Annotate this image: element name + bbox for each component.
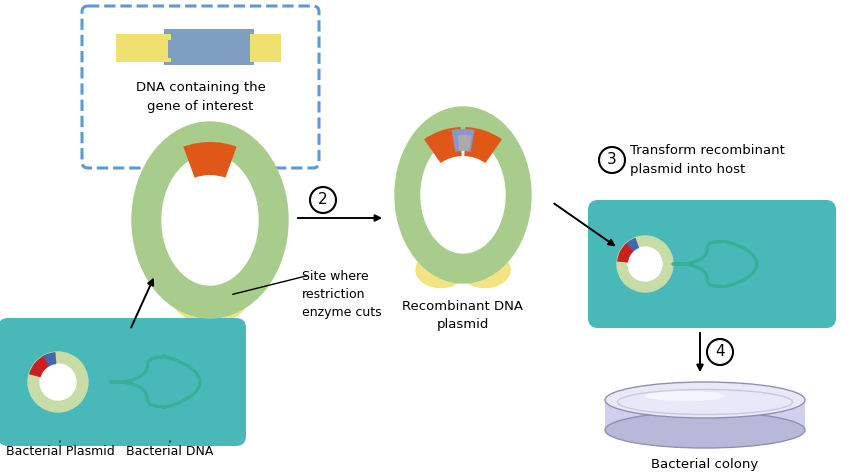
Text: Bacterial colony: Bacterial colony [651, 458, 758, 471]
Text: Recombinant DNA
plasmid: Recombinant DNA plasmid [403, 300, 523, 331]
Ellipse shape [605, 382, 805, 418]
Ellipse shape [162, 155, 258, 285]
Wedge shape [626, 238, 639, 251]
Circle shape [617, 236, 673, 292]
Circle shape [28, 352, 88, 412]
Circle shape [310, 187, 336, 213]
Wedge shape [458, 135, 471, 152]
Ellipse shape [132, 122, 288, 318]
Wedge shape [43, 352, 56, 366]
Bar [605, 400, 805, 430]
Ellipse shape [174, 282, 246, 322]
Ellipse shape [460, 253, 510, 287]
Circle shape [707, 339, 733, 365]
FancyBboxPatch shape [82, 6, 319, 168]
Bar [116, 34, 281, 62]
Wedge shape [617, 243, 634, 263]
Text: Site where
restriction
enzyme cuts: Site where restriction enzyme cuts [302, 270, 381, 319]
Wedge shape [452, 129, 475, 152]
Text: DNA containing the
gene of interest: DNA containing the gene of interest [135, 81, 266, 113]
Text: Bacterial Plasmid: Bacterial Plasmid [6, 445, 114, 458]
Ellipse shape [605, 412, 805, 448]
Text: 2: 2 [318, 192, 328, 208]
Bar [164, 29, 254, 65]
Ellipse shape [395, 107, 531, 283]
Bar [250, 34, 273, 62]
Text: Bacterial DNA: Bacterial DNA [126, 445, 214, 458]
Text: Transform recombinant
plasmid into host: Transform recombinant plasmid into host [630, 144, 785, 175]
FancyBboxPatch shape [0, 318, 246, 446]
Circle shape [599, 147, 625, 173]
Ellipse shape [645, 391, 725, 401]
Wedge shape [465, 127, 502, 163]
Text: 4: 4 [715, 344, 725, 360]
Wedge shape [424, 127, 461, 163]
Ellipse shape [421, 137, 505, 253]
Bar [168, 40, 183, 58]
Bar [116, 34, 171, 62]
Circle shape [628, 247, 662, 281]
Wedge shape [29, 355, 50, 377]
Circle shape [40, 364, 76, 400]
FancyBboxPatch shape [588, 200, 836, 328]
Wedge shape [183, 142, 237, 178]
Text: 3: 3 [607, 152, 617, 168]
Ellipse shape [416, 253, 466, 287]
